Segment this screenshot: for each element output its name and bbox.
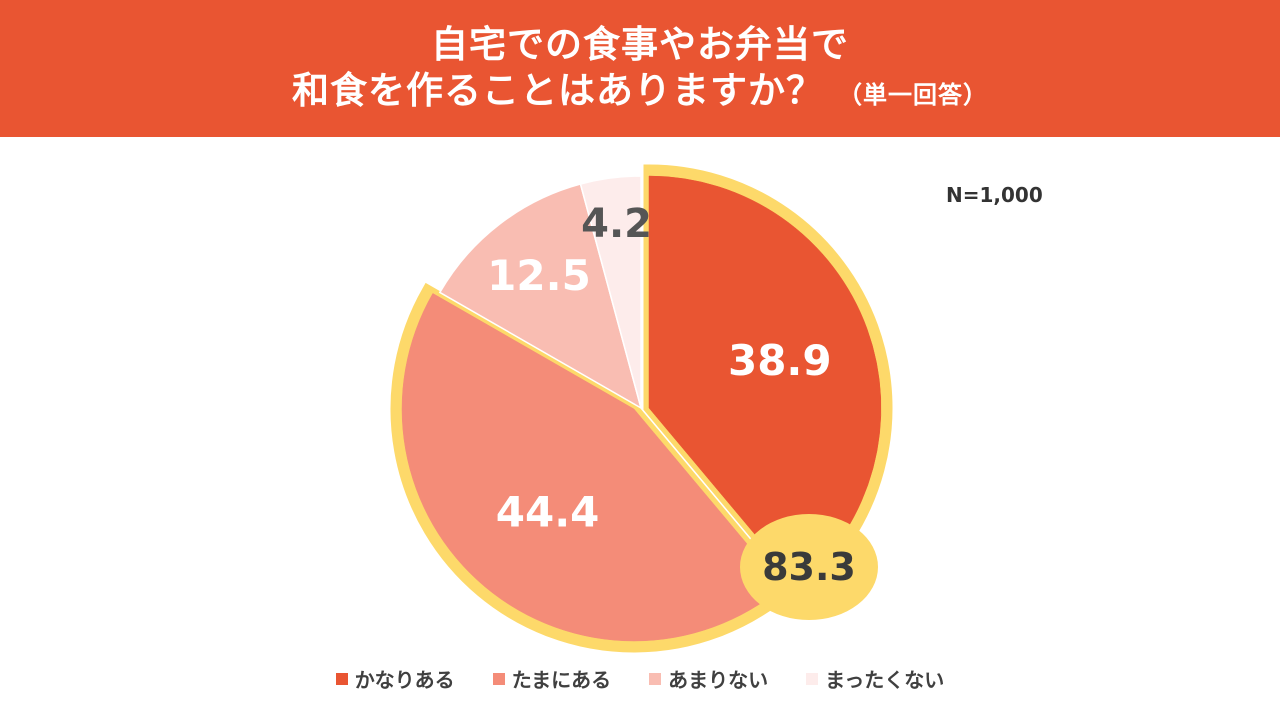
chart-title-line-2: 和食を作ることはありますか？ （単一回答） xyxy=(0,68,1280,118)
legend-swatch-rarely xyxy=(649,672,662,685)
legend-item-very-often: かなりある xyxy=(335,664,455,693)
data-label-sometimes: 44.4 xyxy=(496,488,600,537)
legend-label-sometimes: たまにある xyxy=(511,668,612,692)
total-callout-bubble xyxy=(740,514,878,620)
legend-swatch-very-often xyxy=(335,672,348,685)
legend-item-rarely: あまりない xyxy=(649,664,768,693)
chart-subtitle: （単一回答） xyxy=(838,81,988,109)
sample-size-label: N=1,000 xyxy=(946,183,1043,207)
chart-legend: かなりある たまにある あまりない まったくない xyxy=(0,664,1280,693)
legend-label-very-often: かなりある xyxy=(354,668,455,692)
callout-layer: 83.3 xyxy=(740,514,878,620)
pie-slice-rarely xyxy=(438,183,643,410)
pie-slice-never xyxy=(579,175,642,409)
pie-slice-sometimes xyxy=(401,293,784,642)
total-callout-label: 83.3 xyxy=(762,545,856,589)
legend-item-sometimes: たまにある xyxy=(492,664,612,693)
label-layer: 38.9 44.4 12.54.2 xyxy=(487,201,831,537)
slice-layer xyxy=(401,175,882,642)
title-banner: 自宅での食事やお弁当で 和食を作ることはありますか？ （単一回答） xyxy=(0,0,1280,137)
data-label-very-often: 38.9 xyxy=(728,336,832,385)
chart-title-line-1: 自宅での食事やお弁当で xyxy=(431,23,849,66)
legend-item-never: まったくない xyxy=(806,664,944,693)
data-label-rarely: 12.5 xyxy=(487,251,591,300)
legend-label-rarely: あまりない xyxy=(668,668,769,692)
legend-swatch-never xyxy=(806,672,819,685)
legend-label-never: まったくない xyxy=(825,668,945,692)
data-label-never: 4.2 xyxy=(581,201,652,247)
chart-title-text: 和食を作ることはありますか？ xyxy=(292,69,824,112)
legend-swatch-sometimes xyxy=(492,672,505,685)
